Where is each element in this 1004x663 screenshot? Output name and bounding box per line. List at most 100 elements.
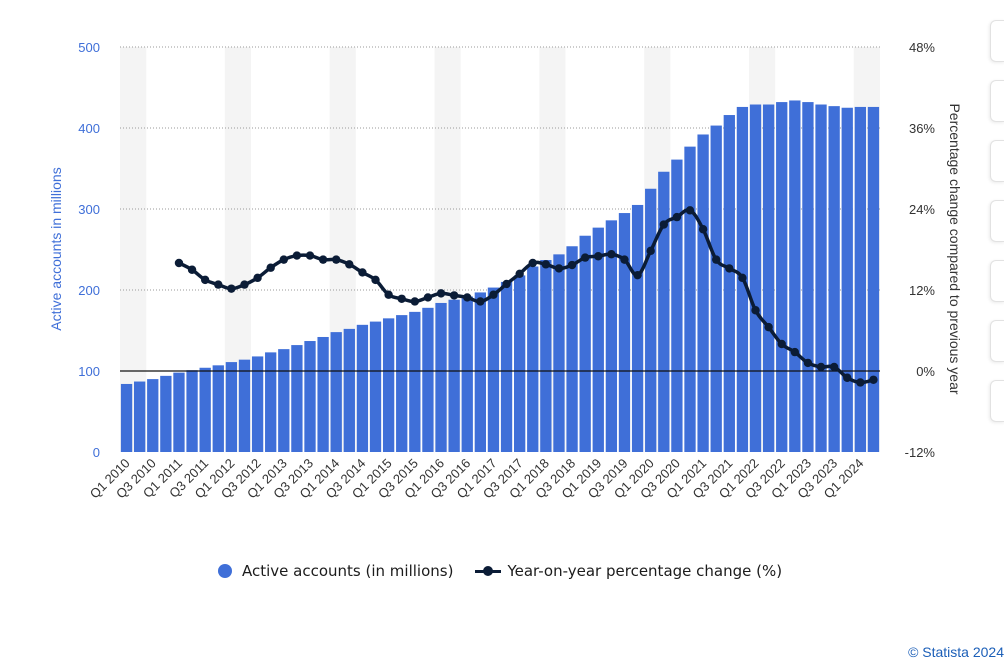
side-tab-3[interactable] (990, 140, 1004, 182)
bar (435, 302, 447, 452)
yoy-point (777, 339, 786, 349)
yoy-point (332, 255, 341, 264)
yoy-point (659, 220, 668, 229)
legend: Active accounts (in millions) Year-on-ye… (218, 562, 804, 580)
bar (658, 171, 670, 453)
bar (671, 159, 683, 452)
y-right-tick-label: 36% (909, 121, 935, 136)
yoy-point (672, 212, 682, 222)
bar (291, 345, 303, 452)
yoy-point (345, 260, 354, 269)
yoy-point (712, 255, 721, 264)
y-left-tick-label: 200 (78, 283, 100, 298)
bar (566, 246, 578, 452)
yoy-point (764, 322, 773, 332)
bar (186, 370, 198, 452)
bar (867, 106, 880, 452)
side-toolbar (990, 20, 1004, 440)
side-tab-5[interactable] (990, 260, 1004, 302)
bar (841, 107, 853, 452)
yoy-point (594, 252, 603, 261)
y-right-tick-label: 12% (909, 283, 935, 298)
bar (369, 321, 382, 452)
legend-accounts-label: Active accounts (in millions) (242, 562, 454, 580)
bar (527, 266, 539, 452)
y-right-axis-title: Percentage change compared to previous y… (947, 103, 963, 394)
bar (815, 104, 827, 452)
yoy-point (423, 293, 433, 302)
y-right-tick-label: -12% (905, 445, 936, 460)
legend-yoy-marker (475, 564, 502, 578)
bar (723, 115, 735, 452)
yoy-point (607, 250, 616, 259)
legend-item-yoy[interactable]: Year-on-year percentage change (%) (475, 562, 782, 580)
side-tab-7[interactable] (990, 380, 1004, 422)
bar (304, 341, 316, 452)
yoy-point (305, 251, 315, 260)
y-left-axis-title: Active accounts in millions (48, 167, 64, 330)
yoy-point (358, 268, 367, 277)
yoy-point (292, 251, 302, 260)
yoy-point (266, 263, 275, 272)
yoy-point (725, 264, 734, 273)
yoy-point (856, 378, 865, 387)
side-tab-2[interactable] (990, 80, 1004, 122)
yoy-point (816, 362, 826, 372)
yoy-point (476, 297, 485, 306)
y-left-tick-label: 400 (78, 121, 100, 136)
bar (147, 379, 159, 452)
bar (199, 367, 211, 452)
copyright-text[interactable]: © Statista 2024 (908, 644, 1004, 660)
bar (487, 287, 500, 452)
yoy-point (829, 362, 839, 372)
side-tab-1[interactable] (990, 20, 1004, 62)
yoy-point (541, 260, 551, 269)
side-tab-6[interactable] (990, 320, 1004, 362)
yoy-point (502, 279, 511, 289)
bar (789, 100, 801, 453)
bar (500, 281, 513, 452)
yoy-point (397, 294, 406, 303)
y-right-tick-label: 48% (909, 40, 935, 55)
yoy-point (436, 289, 446, 298)
y-left-tick-label: 500 (78, 40, 100, 55)
bar (461, 296, 473, 452)
yoy-point (685, 206, 695, 215)
y-right-tick-label: 24% (909, 202, 935, 217)
yoy-point (384, 290, 393, 299)
yoy-point (738, 273, 747, 283)
bar (828, 106, 840, 452)
bar (762, 104, 775, 452)
yoy-point (489, 290, 498, 299)
bar (212, 365, 224, 452)
bar (238, 359, 251, 452)
yoy-point (318, 255, 328, 264)
yoy-point (515, 269, 524, 278)
side-tab-4[interactable] (990, 200, 1004, 242)
yoy-point (869, 375, 878, 384)
yoy-point (843, 373, 852, 382)
legend-item-accounts[interactable]: Active accounts (in millions) (218, 562, 453, 580)
bar (710, 125, 722, 452)
bar (776, 102, 788, 452)
y-left-tick-label: 100 (78, 364, 100, 379)
bar (251, 356, 264, 452)
bar (802, 102, 814, 452)
bar (173, 372, 185, 452)
yoy-point (580, 253, 590, 262)
yoy-point (279, 255, 288, 264)
yoy-point (620, 255, 629, 264)
bar (631, 204, 644, 452)
yoy-point (698, 225, 708, 234)
y-left-tick-label: 300 (78, 202, 100, 217)
legend-accounts-marker (218, 564, 232, 578)
bar (514, 275, 526, 452)
bar (317, 336, 329, 452)
yoy-point (449, 291, 459, 300)
bar (265, 352, 277, 452)
yoy-point (174, 258, 184, 268)
yoy-point (646, 246, 655, 256)
yoy-point (371, 275, 380, 285)
bar (645, 188, 657, 452)
